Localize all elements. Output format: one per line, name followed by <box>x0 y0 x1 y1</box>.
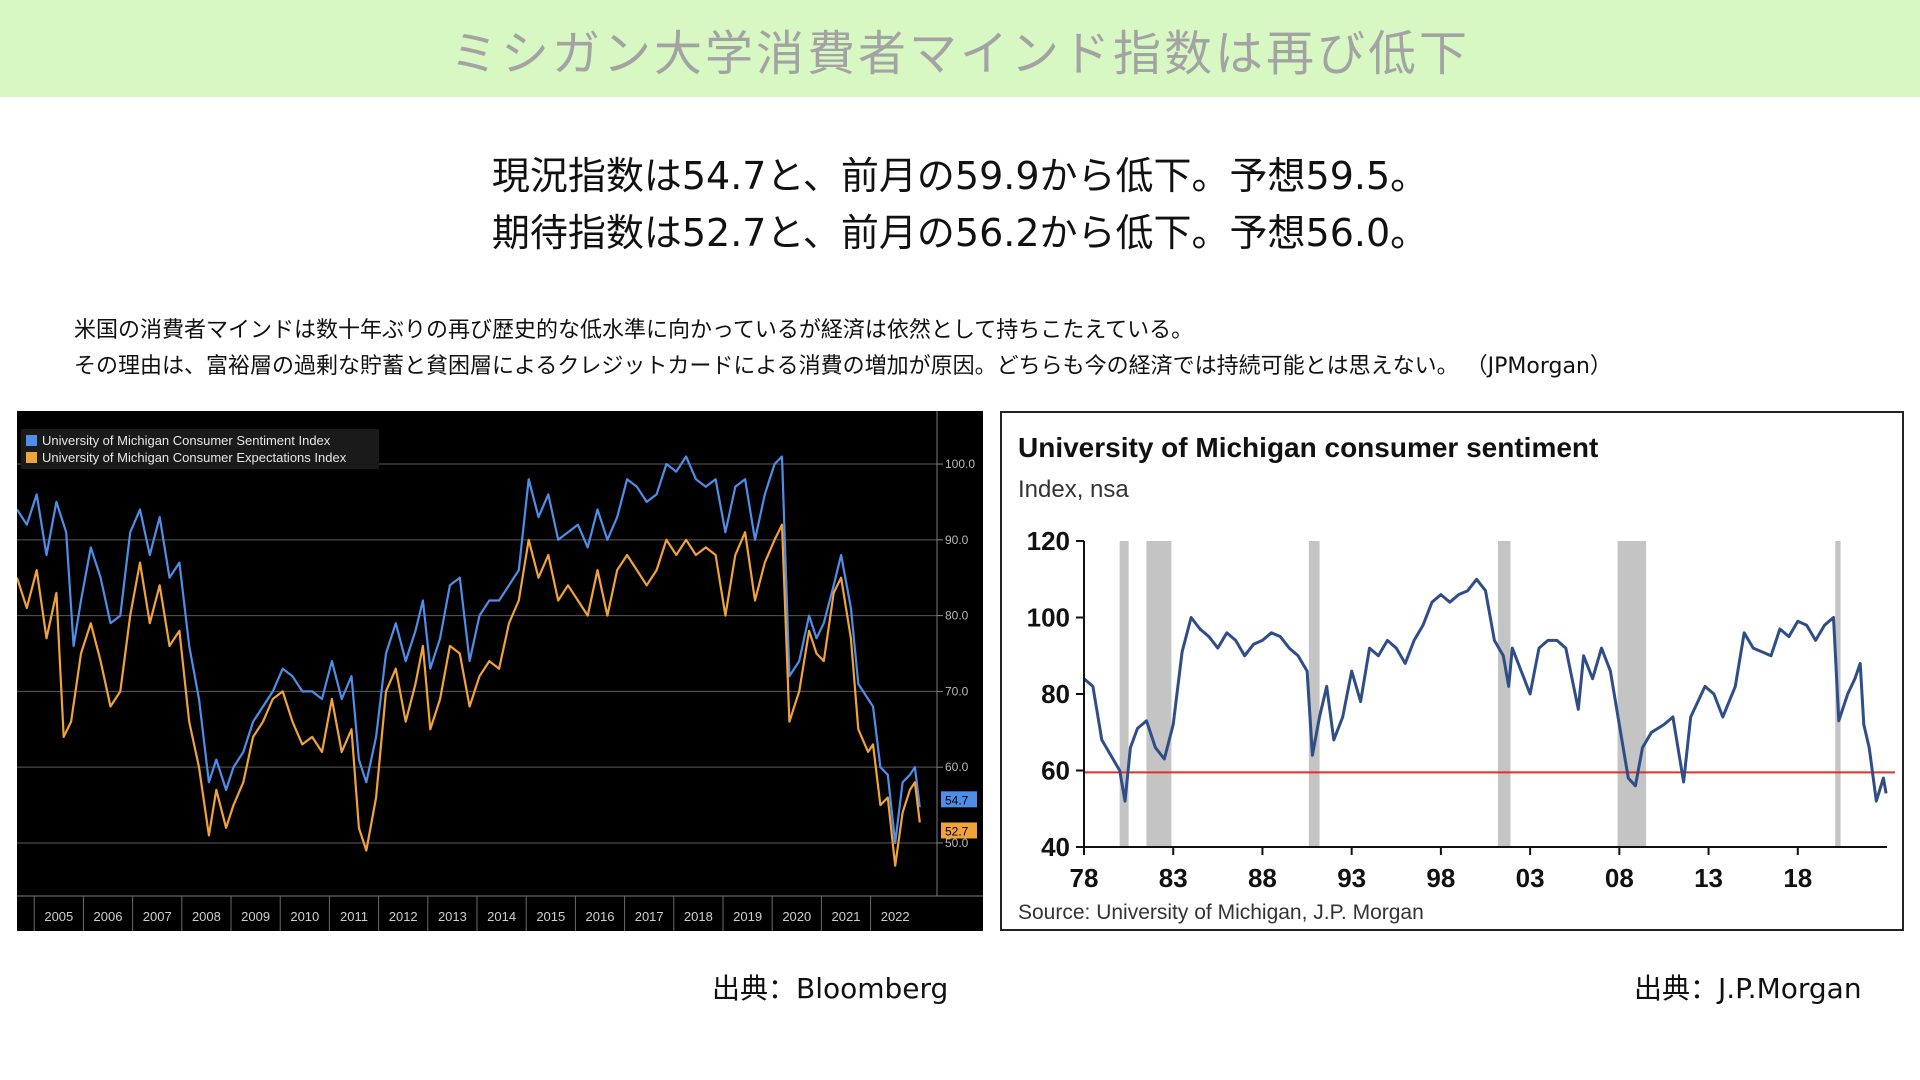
source-jpmorgan: 出典：J.P.Morgan <box>1634 972 1862 1005</box>
x-tick-label: 78 <box>1070 863 1099 893</box>
bloomberg-chart-panel: 100.0 90.0 80.0 70.0 60.0 50.0 2005 2006 2007 200… <box>15 411 983 931</box>
expectations-index-line <box>15 523 921 867</box>
y-tick-label: 80.0 <box>945 609 969 623</box>
y-tick-label: 60.0 <box>945 760 969 774</box>
recession-band <box>1497 541 1511 847</box>
sentiment-index-line <box>16 455 921 845</box>
x-tick-label: 2016 <box>586 909 615 924</box>
chart-source-note: Source: University of Michigan, J.P. Mor… <box>1018 901 1424 924</box>
x-tick-label: 93 <box>1337 863 1366 893</box>
source-bloomberg: 出典：Bloomberg <box>712 972 949 1005</box>
x-tick-label: 2022 <box>881 909 910 924</box>
recession-band <box>1119 541 1129 847</box>
x-tick-label: 03 <box>1516 863 1545 893</box>
headline-current-index: 現況指数は54.7と、前月の59.9から低下。予想59.5。 <box>491 154 1429 198</box>
y-tick-label: 90.0 <box>945 533 969 547</box>
y-tick-label: 70.0 <box>945 684 969 698</box>
x-tick-label: 18 <box>1783 863 1812 893</box>
y-tick-label: 80 <box>1041 679 1070 709</box>
y-tick-label: 60 <box>1041 756 1070 786</box>
x-tick-label: 2021 <box>832 909 861 924</box>
x-tick-label: 88 <box>1248 863 1277 893</box>
chart-title: University of Michigan consumer sentimen… <box>1018 432 1598 463</box>
x-tick-label: 2017 <box>635 909 664 924</box>
sentiment-line <box>1083 577 1888 803</box>
title-bar: ミシガン大学消費者マインド指数は再び低下 <box>0 0 1920 97</box>
y-tick-label: 120 <box>1027 526 1070 556</box>
x-tick-label: 2013 <box>438 909 467 924</box>
legend-label: University of Michigan Consumer Expectat… <box>42 450 347 465</box>
y-tick-label: 100 <box>1027 603 1070 633</box>
headline-expectations-index: 期待指数は52.7と、前月の56.2から低下。予想56.0。 <box>491 211 1429 255</box>
recession-band <box>1617 541 1647 847</box>
x-tick-label: 13 <box>1694 863 1723 893</box>
x-tick-label: 2005 <box>44 909 73 924</box>
x-tick-label: 98 <box>1426 863 1455 893</box>
jpmorgan-chart-panel: University of Michigan consumer sentimen… <box>1000 411 1904 931</box>
jpmorgan-chart: University of Michigan consumer sentimen… <box>1018 432 1895 924</box>
last-value-tag <box>941 822 977 839</box>
recession-band <box>1308 541 1320 847</box>
x-tick-label: 2018 <box>684 909 713 924</box>
last-value-label: 54.7 <box>945 793 969 807</box>
x-tick-label: 2011 <box>340 909 368 924</box>
commentary-line-2: その理由は、富裕層の過剰な貯蓄と貧困層によるクレジットカードによる消費の増加が原… <box>74 354 1612 379</box>
x-tick-label: 2007 <box>143 909 172 924</box>
x-tick-label: 83 <box>1159 863 1188 893</box>
legend-box <box>21 429 379 469</box>
x-tick-label: 2019 <box>733 909 762 924</box>
y-tick-label: 40 <box>1041 832 1070 862</box>
x-tick-label: 2009 <box>241 909 270 924</box>
commentary-line-1: 米国の消費者マインドは数十年ぶりの再び歴史的な低水準に向かっているが経済は依然と… <box>74 318 1194 343</box>
x-tick-label: 2014 <box>487 909 516 924</box>
x-tick-label: 2006 <box>94 909 123 924</box>
x-tick-label: 2020 <box>782 909 811 924</box>
x-tick-label: 2010 <box>290 909 319 924</box>
legend-swatch <box>26 435 37 446</box>
x-tick-label: 2008 <box>192 909 221 924</box>
last-value-tag <box>941 791 977 808</box>
chart-subtitle: Index, nsa <box>1018 476 1129 503</box>
recession-band <box>1146 541 1172 847</box>
legend-label: University of Michigan Consumer Sentimen… <box>42 433 331 448</box>
x-tick-label: 2015 <box>536 909 565 924</box>
y-tick-label: 50.0 <box>945 836 969 850</box>
y-tick-label: 100.0 <box>945 457 975 471</box>
x-tick-label: 2012 <box>389 909 418 924</box>
legend-swatch <box>26 452 37 463</box>
bloomberg-chart: 100.0 90.0 80.0 70.0 60.0 50.0 2005 2006 2007 200… <box>15 411 983 931</box>
last-value-label: 52.7 <box>945 824 969 838</box>
x-tick-label: 08 <box>1605 863 1634 893</box>
page-title: ミシガン大学消費者マインド指数は再び低下 <box>449 25 1470 82</box>
